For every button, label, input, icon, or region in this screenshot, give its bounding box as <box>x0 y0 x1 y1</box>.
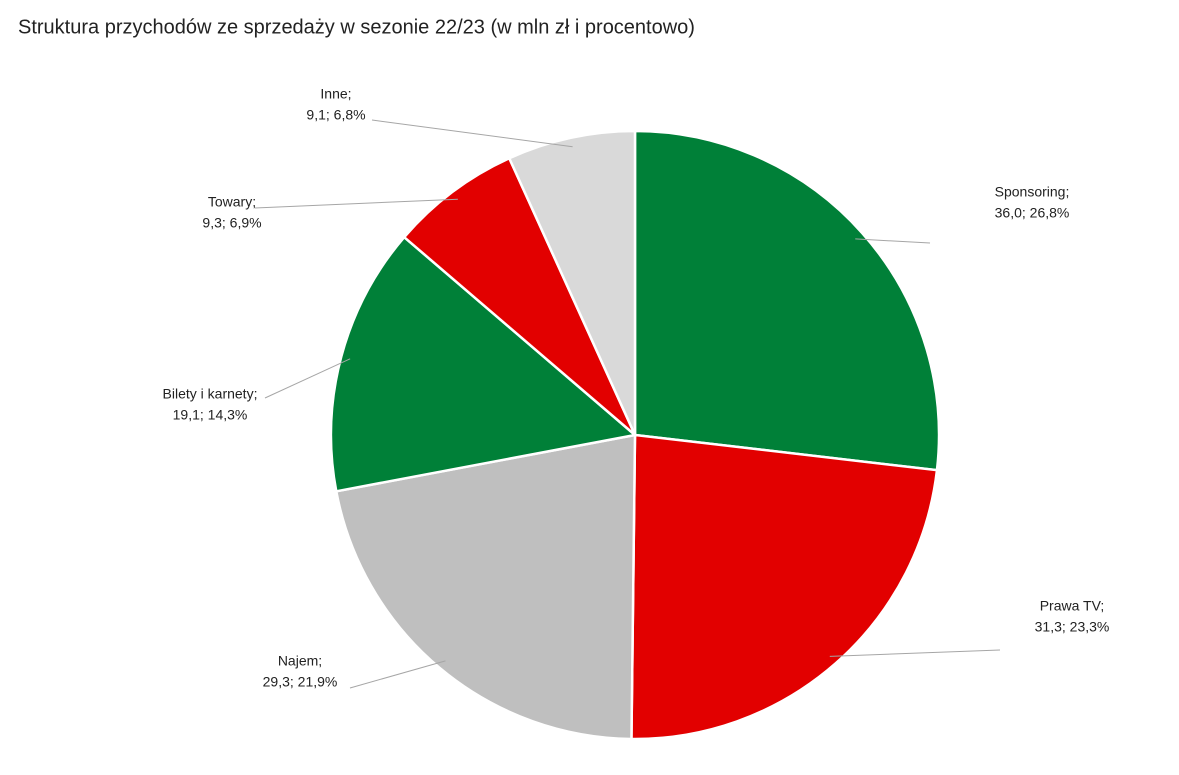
value-label: 19,1; 14,3% <box>173 407 248 423</box>
leader-line <box>349 660 446 689</box>
category-label: Bilety i karnety; <box>163 386 258 402</box>
leader-line <box>371 119 573 148</box>
pie-slice <box>402 156 637 436</box>
value-label: 29,3; 21,9% <box>263 674 338 690</box>
value-label: 36,0; 26,8% <box>995 205 1070 221</box>
value-label: 9,3; 6,9% <box>202 215 261 231</box>
pie-slice <box>630 433 939 741</box>
category-label: Towary; <box>208 194 256 210</box>
leader-line <box>829 649 1001 657</box>
leader-line <box>264 358 351 399</box>
category-label: Prawa TV; <box>1040 598 1105 614</box>
value-label: 31,3; 23,3% <box>1035 619 1110 635</box>
chart-title: Struktura przychodów ze sprzedaży w sezo… <box>18 16 695 38</box>
value-label: 9,1; 6,8% <box>306 107 365 123</box>
pie-slice <box>507 129 637 436</box>
pie-slice <box>329 235 638 493</box>
category-label: Najem; <box>278 653 322 669</box>
category-label: Inne; <box>320 86 351 102</box>
pie-slice <box>633 129 941 472</box>
category-label: Sponsoring; <box>995 184 1070 200</box>
leader-line <box>855 238 931 244</box>
leader-line <box>254 198 458 209</box>
pie-slice <box>334 433 637 741</box>
